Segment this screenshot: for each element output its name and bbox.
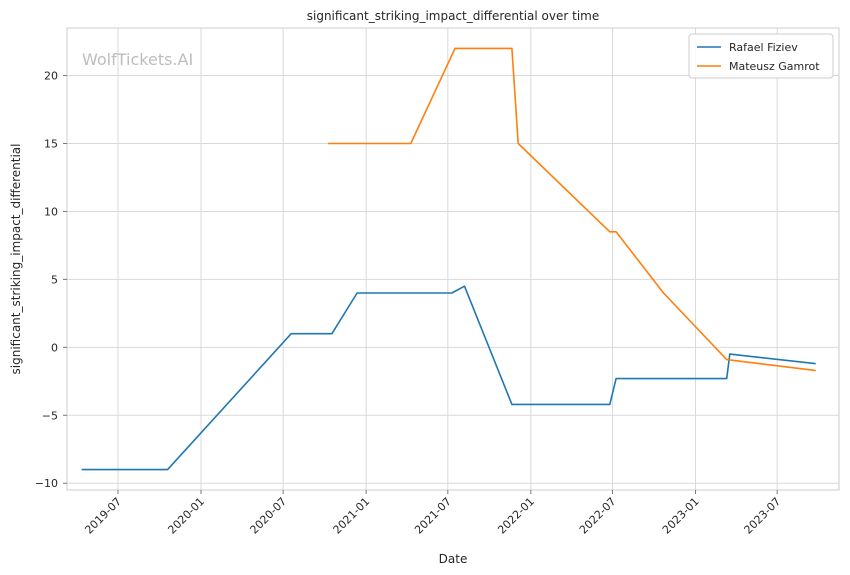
legend-label-rafael-fiziev: Rafael Fiziev xyxy=(729,41,798,54)
legend-label-mateusz-gamrot: Mateusz Gamrot xyxy=(729,60,820,73)
chart-title: significant_striking_impact_differential… xyxy=(307,9,599,23)
y-tick-label: −5 xyxy=(42,409,58,422)
series-line-rafael-fiziev xyxy=(81,285,816,471)
series-layer xyxy=(81,47,816,471)
y-tick-label: 10 xyxy=(44,205,58,218)
plot-area xyxy=(67,28,839,490)
grid xyxy=(67,28,839,490)
y-tick-label: 0 xyxy=(51,341,58,354)
y-axis-title: significant_striking_impact_differential xyxy=(9,144,23,375)
y-tick-label: 15 xyxy=(44,138,58,151)
plot-frame xyxy=(66,27,840,491)
y-axis-ticks: −10 −5 0 5 10 15 20 xyxy=(35,70,67,490)
series-line-mateusz-gamrot xyxy=(327,47,816,372)
legend-box xyxy=(688,33,834,79)
legend: Rafael Fiziev Mateusz Gamrot xyxy=(688,33,834,79)
x-axis-title: Date xyxy=(439,552,468,566)
y-tick-label: 5 xyxy=(51,273,58,286)
y-tick-label: −10 xyxy=(35,477,58,490)
watermark: WolfTickets.AI xyxy=(82,50,193,69)
y-tick-label: 20 xyxy=(44,70,58,83)
